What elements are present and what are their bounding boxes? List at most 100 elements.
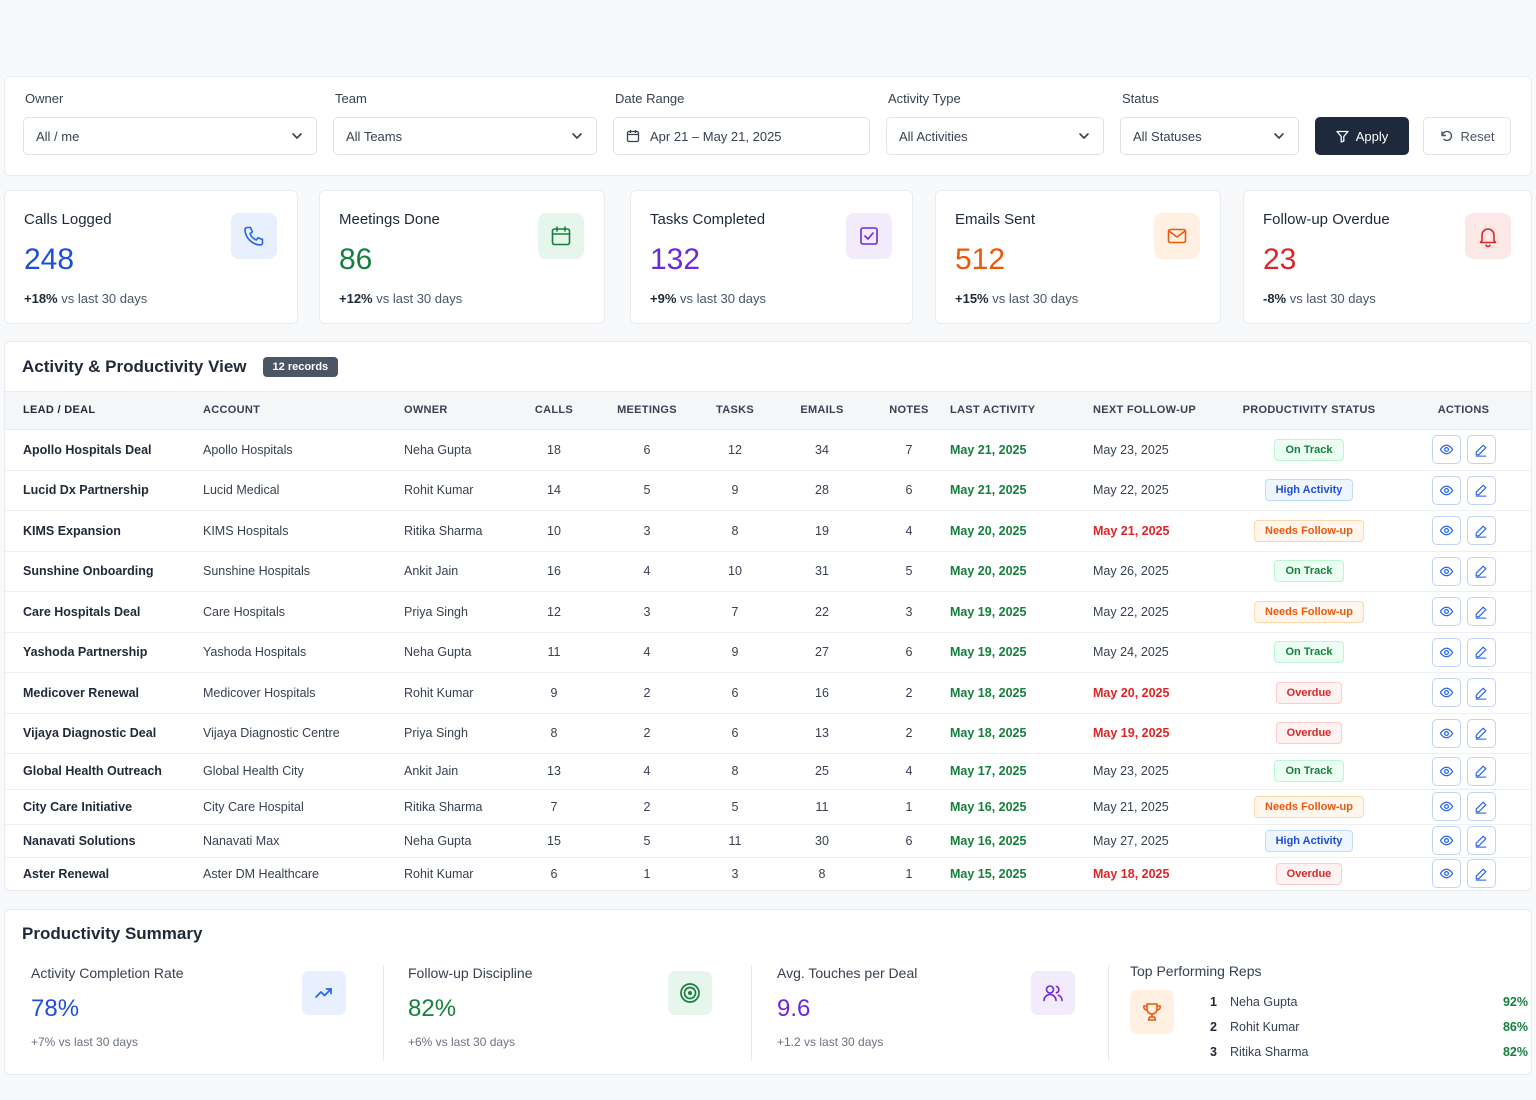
top-reps-label: Top Performing Reps: [1130, 963, 1262, 979]
activity-type-label: Activity Type: [888, 91, 961, 106]
notes-cell: 6: [878, 824, 940, 858]
table-row[interactable]: Medicover Renewal Medicover Hospitals Rohi…: [5, 672, 1531, 714]
view-button[interactable]: [1431, 435, 1461, 464]
lead-cell[interactable]: Nanavati Solutions: [5, 824, 203, 858]
kpi-card-overdue: Follow-up Overdue 23 -8% vs last 30 days: [1243, 190, 1532, 324]
lead-cell[interactable]: Vijaya Diagnostic Deal: [5, 713, 203, 754]
table-row[interactable]: Lucid Dx Partnership Lucid Medical Rohit K…: [5, 470, 1531, 511]
lead-cell[interactable]: Medicover Renewal: [5, 672, 203, 714]
lead-cell[interactable]: Yashoda Partnership: [5, 632, 203, 673]
col-account[interactable]: ACCOUNT: [203, 392, 404, 430]
lead-cell[interactable]: Aster Renewal: [5, 857, 203, 890]
col-calls[interactable]: CALLS: [518, 392, 590, 430]
table-row[interactable]: Aster Renewal Aster DM Healthcare Rohit Ku…: [5, 857, 1531, 890]
edit-button[interactable]: [1466, 859, 1496, 888]
view-button[interactable]: [1431, 826, 1461, 855]
edit-button[interactable]: [1466, 678, 1496, 707]
edit-button[interactable]: [1466, 792, 1496, 821]
edit-button[interactable]: [1466, 556, 1496, 586]
lead-cell[interactable]: Apollo Hospitals Deal: [5, 429, 203, 471]
view-button[interactable]: [1431, 556, 1461, 586]
edit-icon: [1474, 726, 1488, 740]
last-activity-cell: May 19, 2025: [940, 632, 1085, 673]
view-button[interactable]: [1431, 792, 1461, 821]
table-row[interactable]: Yashoda Partnership Yashoda Hospitals Neha…: [5, 632, 1531, 673]
view-button[interactable]: [1431, 475, 1461, 505]
kpi-title: Tasks Completed: [650, 211, 766, 228]
edit-button[interactable]: [1466, 756, 1496, 786]
view-button[interactable]: [1431, 718, 1461, 748]
table-row[interactable]: City Care Initiative City Care Hospital Ri…: [5, 789, 1531, 825]
table-row[interactable]: Apollo Hospitals Deal Apollo Hospitals Neh…: [5, 429, 1531, 471]
view-button[interactable]: [1431, 756, 1461, 786]
col-tasks[interactable]: TASKS: [704, 392, 766, 430]
col-meetings[interactable]: MEETINGS: [590, 392, 704, 430]
table-row[interactable]: Nanavati Solutions Nanavati Max Neha Gupta…: [5, 824, 1531, 858]
table-row[interactable]: Vijaya Diagnostic Deal Vijaya Diagnostic …: [5, 713, 1531, 754]
calls-cell: 14: [518, 470, 590, 511]
view-button[interactable]: [1431, 516, 1461, 545]
notes-cell: 7: [878, 429, 940, 471]
status-badge: Overdue: [1275, 681, 1343, 704]
lead-cell[interactable]: Care Hospitals Deal: [5, 591, 203, 633]
lead-cell[interactable]: Sunshine Onboarding: [5, 551, 203, 592]
col-lead[interactable]: LEAD / DEAL: [5, 392, 203, 430]
col-emails[interactable]: EMAILS: [766, 392, 878, 430]
meetings-cell: 3: [590, 591, 704, 633]
eye-icon: [1439, 645, 1454, 660]
col-owner[interactable]: OWNER: [404, 392, 518, 430]
activity-type-select[interactable]: All Activities: [886, 117, 1104, 155]
col-productivity-status[interactable]: PRODUCTIVITY STATUS: [1222, 392, 1396, 430]
lead-cell[interactable]: Lucid Dx Partnership: [5, 470, 203, 511]
col-next-followup[interactable]: NEXT FOLLOW-UP: [1085, 392, 1222, 430]
owner-cell: Rohit Kumar: [404, 672, 518, 714]
col-last-activity[interactable]: LAST ACTIVITY: [940, 392, 1085, 430]
table-row[interactable]: Global Health Outreach Global Health City…: [5, 753, 1531, 790]
rep-name: Ritika Sharma: [1230, 1045, 1309, 1059]
actions-cell: [1396, 470, 1531, 511]
rep-pct: 86%: [1502, 1020, 1528, 1034]
view-button[interactable]: [1431, 637, 1461, 667]
edit-button[interactable]: [1466, 516, 1496, 545]
notes-cell: 2: [878, 672, 940, 714]
eye-icon: [1439, 866, 1454, 881]
col-notes[interactable]: NOTES: [878, 392, 940, 430]
edit-button[interactable]: [1466, 718, 1496, 748]
table-row[interactable]: Care Hospitals Deal Care Hospitals Priya S…: [5, 591, 1531, 633]
eye-icon: [1439, 604, 1454, 619]
edit-button[interactable]: [1466, 597, 1496, 626]
owner-filter: Owner All / me: [23, 91, 317, 155]
lead-cell[interactable]: KIMS Expansion: [5, 510, 203, 552]
actions-cell: [1396, 672, 1531, 714]
notes-cell: 6: [878, 470, 940, 511]
view-button[interactable]: [1431, 678, 1461, 707]
last-activity-cell: May 17, 2025: [940, 753, 1085, 790]
owner-select[interactable]: All / me: [23, 117, 317, 155]
edit-button[interactable]: [1466, 637, 1496, 667]
edit-button[interactable]: [1466, 826, 1496, 855]
chevron-down-icon: [1079, 133, 1089, 139]
view-button[interactable]: [1431, 859, 1461, 888]
kpi-delta-text: vs last 30 days: [1289, 291, 1376, 306]
lead-cell[interactable]: Global Health Outreach: [5, 753, 203, 790]
table-row[interactable]: KIMS Expansion KIMS Hospitals Ritika Sharm…: [5, 510, 1531, 552]
owner-cell: Priya Singh: [404, 591, 518, 633]
edit-button[interactable]: [1466, 435, 1496, 464]
summary-divider: [751, 965, 752, 1061]
lead-cell[interactable]: City Care Initiative: [5, 789, 203, 825]
last-activity-cell: May 20, 2025: [940, 510, 1085, 552]
edit-button[interactable]: [1466, 475, 1496, 505]
filter-icon: [1336, 130, 1349, 143]
edit-icon: [1474, 645, 1488, 659]
emails-cell: 34: [766, 429, 878, 471]
apply-button[interactable]: Apply: [1315, 117, 1409, 155]
view-button[interactable]: [1431, 597, 1461, 626]
reset-button[interactable]: Reset: [1423, 117, 1511, 155]
owner-cell: Neha Gupta: [404, 632, 518, 673]
table-row[interactable]: Sunshine Onboarding Sunshine Hospitals Ank…: [5, 551, 1531, 592]
team-select[interactable]: All Teams: [333, 117, 597, 155]
meetings-cell: 4: [590, 551, 704, 592]
last-activity-cell: May 18, 2025: [940, 672, 1085, 714]
date-range-picker[interactable]: Apr 21 – May 21, 2025: [613, 117, 870, 155]
status-select[interactable]: All Statuses: [1120, 117, 1299, 155]
